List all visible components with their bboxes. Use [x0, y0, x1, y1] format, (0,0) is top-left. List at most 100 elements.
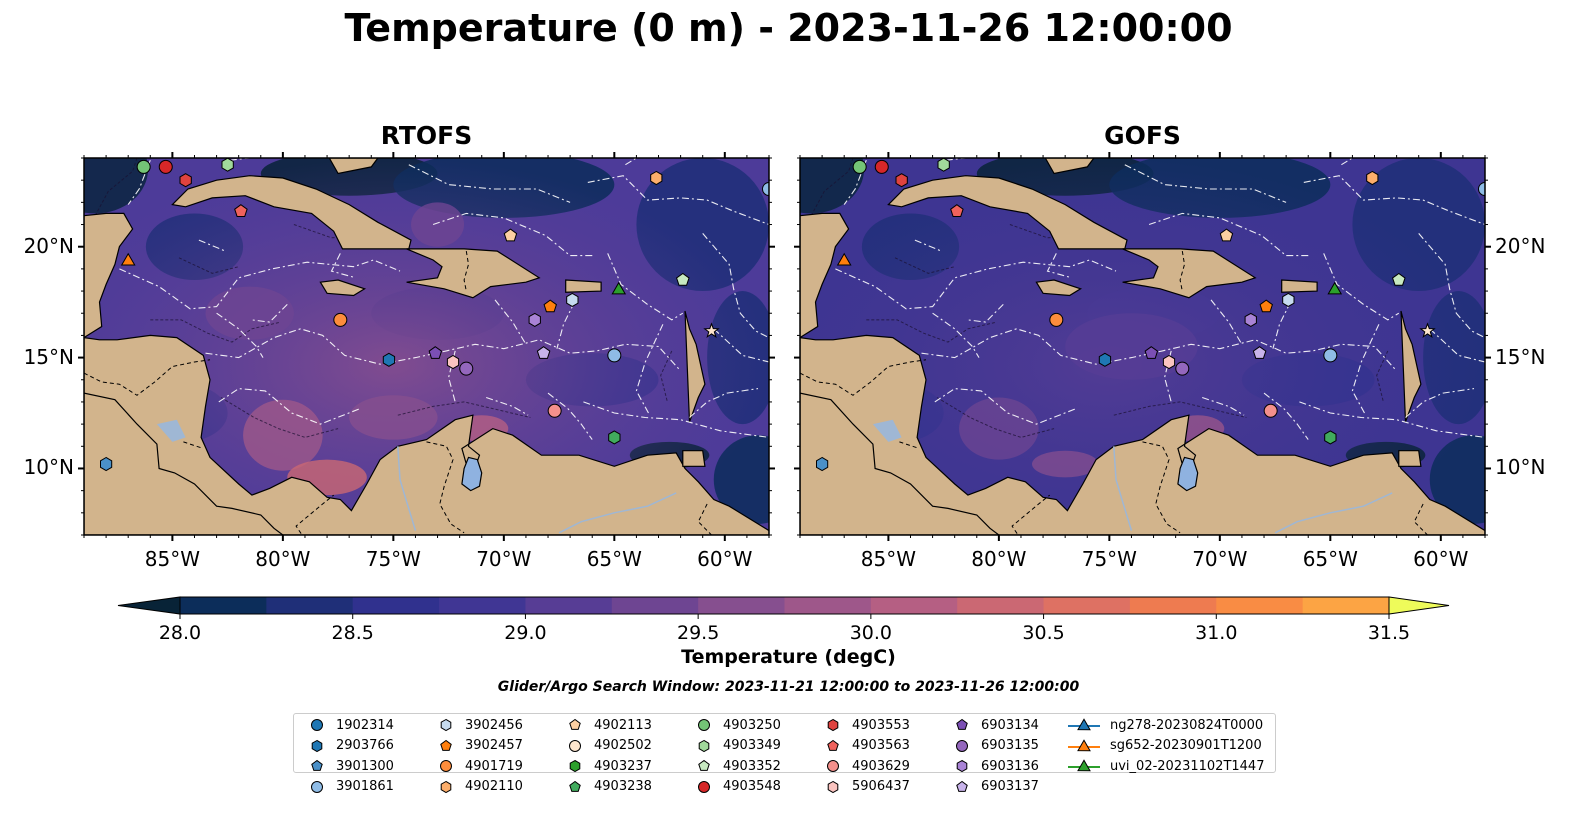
- lat-tick-label: 15°N: [1495, 344, 1546, 369]
- colorbar: [117, 596, 1450, 619]
- legend-item-float: 4901719: [433, 756, 523, 776]
- legend-item-float: 4903352: [691, 756, 781, 776]
- map-marker: [676, 272, 690, 286]
- legend-marker-icon: [311, 719, 323, 731]
- legend-label: 4903349: [723, 738, 781, 753]
- legend-marker: [311, 759, 323, 771]
- map-marker: [650, 170, 663, 186]
- lat-tick-label: 20°N: [1495, 233, 1546, 258]
- map-panel-rtofs: [78, 152, 775, 541]
- legend-marker: [956, 759, 968, 773]
- legend-item-glider: uvi_02-20231102T1447: [1064, 756, 1264, 776]
- lon-tick-label: 60°W: [1413, 547, 1469, 571]
- legend-marker-icon: [956, 780, 968, 792]
- legend-label: 5906437: [852, 779, 910, 794]
- colorbar-segment: [957, 597, 1045, 614]
- colorbar-label: Temperature (degC): [681, 646, 896, 668]
- legend-item-float: 3901300: [304, 756, 394, 776]
- legend-marker: [698, 759, 710, 771]
- map-marker: [528, 312, 541, 327]
- legend-marker: [311, 739, 323, 752]
- map-marker: [836, 252, 852, 266]
- map-marker: [1327, 281, 1343, 295]
- legend-label: ng278-20230824T0000: [1110, 717, 1264, 733]
- legend-marker-icon: [569, 718, 581, 730]
- legend-marker-icon: [698, 719, 710, 731]
- map-marker: [234, 204, 248, 217]
- lon-tick-label: 80°W: [255, 547, 311, 571]
- map-marker: [1282, 292, 1295, 307]
- legend-item-glider: ng278-20230824T0000: [1064, 715, 1263, 735]
- legend-marker: [827, 780, 839, 793]
- legend-item-float: 6903135: [949, 736, 1039, 756]
- colorbar-tick-label: 30.0: [849, 622, 892, 644]
- colorbar-tick-label: 28.0: [158, 622, 202, 644]
- legend-marker-icon: [440, 780, 452, 793]
- legend-label: 4903250: [723, 717, 781, 733]
- map-marker: [136, 159, 151, 174]
- map-marker: [1049, 312, 1064, 327]
- colorbar-segment: [266, 597, 354, 614]
- legend-item-glider: sg652-20230901T1200: [1064, 736, 1262, 756]
- colorbar-tick-label: 28.5: [331, 622, 374, 644]
- map-marker: [874, 159, 889, 174]
- legend-marker: [827, 760, 839, 772]
- legend-marker-icon: [698, 759, 710, 771]
- map-marker: [895, 173, 908, 188]
- legend-marker: [440, 760, 452, 772]
- legend-marker: [827, 739, 839, 751]
- legend-label: 2903766: [336, 738, 394, 753]
- legend-glider-icon: [1068, 738, 1100, 751]
- lon-tick-label: 85°W: [860, 547, 916, 571]
- legend-marker: [311, 719, 323, 731]
- legend-glider-marker: [1077, 759, 1091, 772]
- legend-marker-icon: [827, 739, 839, 751]
- lon-tick-label: 75°W: [1081, 547, 1137, 571]
- legend-marker: [440, 739, 452, 751]
- legend-marker-icon: [698, 780, 710, 793]
- panel-title-rtofs: RTOFS: [380, 121, 473, 150]
- legend-label: 4902110: [465, 779, 523, 794]
- legend-item-float: 4903237: [562, 756, 652, 776]
- colorbar-tick-label: 31.5: [1367, 622, 1411, 644]
- legend-label: 6903134: [981, 717, 1039, 733]
- legend-marker: [569, 718, 581, 730]
- lon-tick-label: 65°W: [586, 547, 642, 571]
- legend-label: 6903136: [981, 758, 1039, 774]
- legend-item-float: 3902457: [433, 736, 523, 756]
- lon-tick-label: 70°W: [1192, 547, 1248, 571]
- colorbar-tick-label: 31.0: [1195, 622, 1238, 644]
- legend-item-float: 4902502: [562, 736, 652, 756]
- legend-marker: [698, 739, 710, 752]
- legend-marker: [569, 780, 581, 792]
- legend-marker-icon: [956, 718, 968, 730]
- legend-item-float: 5906437: [820, 777, 910, 797]
- legend-item-float: 4903238: [562, 777, 652, 797]
- colorbar-segment: [439, 597, 527, 614]
- legend-label: 4903563: [852, 738, 910, 753]
- legend-marker-icon: [827, 760, 839, 772]
- legend-marker: [956, 718, 968, 730]
- legend-marker-icon: [311, 780, 323, 793]
- colorbar-segment: [611, 597, 699, 614]
- map-marker: [100, 456, 113, 472]
- legend-marker-icon: [440, 718, 452, 732]
- legend-marker-icon: [956, 739, 968, 752]
- map-marker: [937, 158, 950, 172]
- legend-marker: [440, 780, 452, 793]
- lat-tick-label: 15°N: [23, 344, 74, 369]
- colorbar-segment: [784, 597, 872, 614]
- legend-label: 3902456: [465, 717, 523, 733]
- legend-label: 3901300: [336, 758, 394, 774]
- legend-item-float: 6903136: [949, 756, 1039, 776]
- legend-label: 4901719: [465, 758, 523, 774]
- colorbar-min-extension: [117, 596, 181, 615]
- map-marker: [816, 456, 829, 472]
- colorbar-segment: [180, 597, 267, 614]
- map-marker: [1323, 348, 1338, 363]
- legend-item-float: 3902456: [433, 715, 523, 735]
- map-marker: [333, 312, 348, 327]
- map-marker: [1244, 312, 1257, 327]
- legend-marker-icon: [698, 739, 710, 752]
- colorbar-segment: [1043, 597, 1131, 614]
